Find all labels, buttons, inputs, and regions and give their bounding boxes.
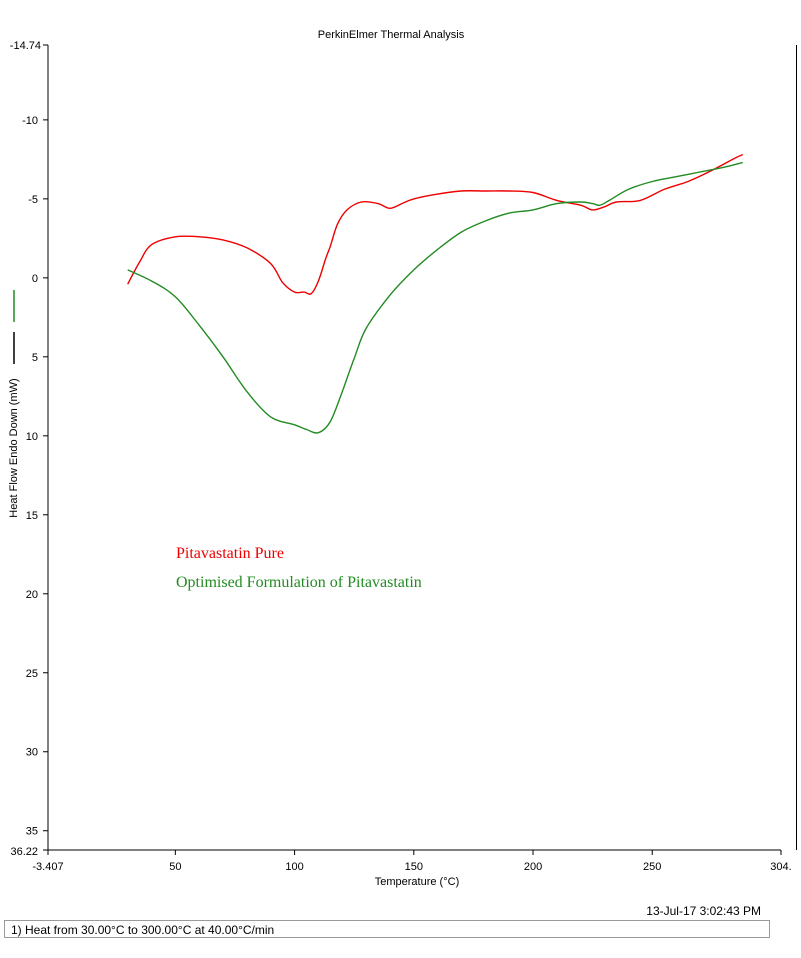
y-tick-label: 15 xyxy=(26,510,38,522)
chart-axes xyxy=(47,45,781,851)
x-tick-label: 250 xyxy=(643,861,661,873)
y-tick-label: 36.22 xyxy=(10,846,38,858)
y-tick-label: -5 xyxy=(28,194,38,206)
y-tick-label: -14.74 xyxy=(10,40,41,52)
y-tick-label: 20 xyxy=(26,589,38,601)
x-axis-label: Temperature (°C) xyxy=(375,876,459,888)
series-line-pitavastatin-pure xyxy=(127,153,744,295)
series-line-optimised-formulation xyxy=(127,161,743,434)
x-tick-label: -3.407 xyxy=(32,861,63,873)
x-tick-label: 200 xyxy=(524,861,542,873)
y-tick-label: 25 xyxy=(26,668,38,680)
legend-entry-pitavastatin-pure: Pitavastatin Pure xyxy=(176,545,284,562)
x-tick-label: 100 xyxy=(285,861,303,873)
y-axis-label: Heat Flow Endo Down (mW) xyxy=(8,378,20,517)
x-tick-label: 50 xyxy=(169,861,181,873)
right-frame-line xyxy=(796,45,797,850)
y-tick-label: 35 xyxy=(26,826,38,838)
y-tick-label: 0 xyxy=(32,273,38,285)
x-tick-label: 150 xyxy=(405,861,423,873)
legend-entry-optimised-formulation: Optimised Formulation of Pitavastatin xyxy=(176,574,422,591)
chart-title: PerkinElmer Thermal Analysis xyxy=(318,29,465,41)
method-step-text: 1) Heat from 30.00°C to 300.00°C at 40.0… xyxy=(11,923,275,937)
y-tick-label: 30 xyxy=(26,747,38,759)
y-tick-label: 5 xyxy=(32,352,38,364)
x-tick-label: 304. xyxy=(770,861,791,873)
method-step-box[interactable]: 1) Heat from 30.00°C to 300.00°C at 40.0… xyxy=(4,920,770,938)
run-timestamp: 13-Jul-17 3:02:43 PM xyxy=(646,904,761,918)
chart-ticks: -14.74 -10 -5 0 5 10 15 20 25 30 35 36.22 -3.407 50 10… xyxy=(10,40,792,873)
chart-series-layer xyxy=(127,153,744,434)
y-tick-label: -10 xyxy=(22,115,38,127)
y-tick-label: 10 xyxy=(26,431,38,443)
